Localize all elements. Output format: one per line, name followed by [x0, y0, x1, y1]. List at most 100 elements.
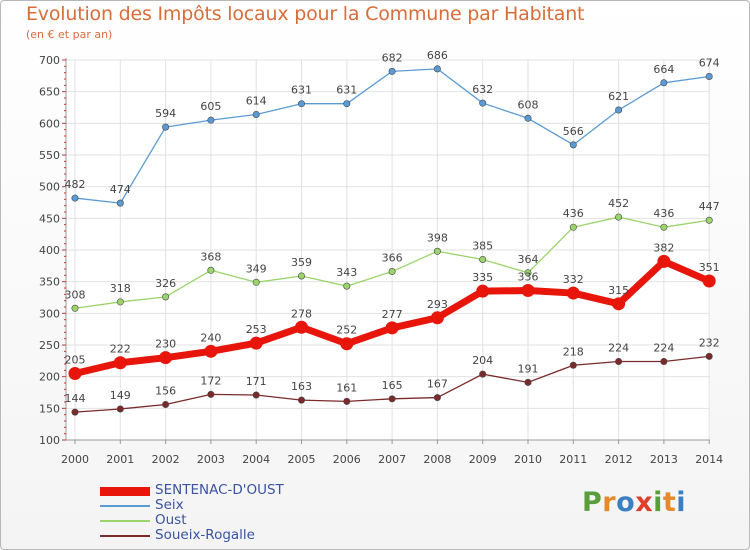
data-point-sentenac-d-oust — [204, 344, 218, 358]
x-tick-label: 2002 — [152, 453, 180, 466]
chart-title: Evolution des Impôts locaux pour la Comm… — [26, 3, 585, 25]
data-point-sentenac-d-oust — [702, 274, 716, 288]
x-tick-label: 2012 — [605, 453, 633, 466]
legend-swatch — [100, 520, 150, 522]
data-label-soueix-rogalle: 161 — [336, 381, 357, 394]
data-point-sentenac-d-oust — [430, 311, 444, 325]
data-label-sentenac-d-oust: 336 — [518, 271, 539, 284]
data-label-oust: 359 — [291, 256, 312, 269]
data-point-oust — [116, 298, 124, 306]
proxiti-logo: Proxiti — [582, 487, 686, 518]
data-label-sentenac-d-oust: 335 — [472, 271, 493, 284]
data-point-seix — [479, 99, 487, 107]
data-point-soueix-rogalle — [207, 390, 215, 398]
x-tick-label: 2000 — [61, 453, 89, 466]
y-tick-label: 550 — [39, 149, 60, 162]
legend-label: Seix — [155, 497, 184, 513]
data-point-seix — [569, 141, 577, 149]
data-point-soueix-rogalle — [433, 394, 441, 402]
data-label-seix: 566 — [563, 125, 584, 138]
data-point-oust — [162, 293, 170, 301]
data-label-soueix-rogalle: 144 — [65, 392, 86, 405]
data-label-soueix-rogalle: 191 — [518, 362, 539, 375]
y-tick-label: 400 — [39, 244, 60, 257]
data-point-sentenac-d-oust — [612, 297, 626, 311]
data-point-soueix-rogalle — [524, 378, 532, 386]
data-point-soueix-rogalle — [615, 357, 623, 365]
data-point-oust — [615, 213, 623, 221]
data-label-oust: 326 — [155, 277, 176, 290]
data-label-sentenac-d-oust: 315 — [608, 284, 629, 297]
data-point-oust — [388, 268, 396, 276]
x-tick-label: 2009 — [469, 453, 497, 466]
logo-letter: t — [662, 487, 677, 518]
data-label-sentenac-d-oust: 382 — [653, 241, 674, 254]
x-tick-label: 2006 — [333, 453, 361, 466]
data-point-seix — [705, 72, 713, 80]
legend-swatch — [100, 505, 150, 507]
data-label-soueix-rogalle: 224 — [608, 341, 629, 354]
data-point-oust — [433, 247, 441, 255]
y-tick-label: 300 — [39, 307, 60, 320]
data-label-oust: 385 — [472, 240, 493, 253]
data-point-soueix-rogalle — [660, 357, 668, 365]
data-label-soueix-rogalle: 163 — [291, 380, 312, 393]
data-label-seix: 482 — [65, 178, 86, 191]
y-tick-label: 500 — [39, 181, 60, 194]
data-point-sentenac-d-oust — [249, 336, 263, 350]
data-label-oust: 447 — [699, 200, 720, 213]
x-tick-label: 2014 — [695, 453, 723, 466]
data-label-sentenac-d-oust: 351 — [699, 261, 720, 274]
data-label-oust: 436 — [653, 207, 674, 220]
data-point-sentenac-d-oust — [113, 356, 127, 370]
data-label-sentenac-d-oust: 253 — [246, 323, 267, 336]
data-point-soueix-rogalle — [116, 405, 124, 413]
legend-swatch — [100, 535, 150, 537]
data-point-sentenac-d-oust — [295, 320, 308, 334]
data-point-oust — [524, 269, 532, 277]
data-label-sentenac-d-oust: 240 — [200, 331, 221, 344]
data-label-seix: 621 — [608, 90, 629, 103]
y-tick-label: 600 — [39, 117, 60, 130]
data-label-soueix-rogalle: 232 — [699, 336, 720, 349]
data-point-soueix-rogalle — [252, 391, 260, 399]
data-label-seix: 674 — [699, 56, 720, 69]
data-point-sentenac-d-oust — [68, 367, 82, 380]
data-point-soueix-rogalle — [343, 397, 351, 405]
data-label-soueix-rogalle: 156 — [155, 385, 176, 398]
data-point-seix — [116, 199, 124, 207]
y-tick-label: 650 — [39, 86, 60, 99]
x-tick-label: 2005 — [288, 453, 316, 466]
data-point-oust — [705, 216, 713, 224]
data-label-oust: 368 — [200, 250, 221, 263]
x-tick-label: 2011 — [559, 453, 587, 466]
y-tick-label: 450 — [39, 212, 60, 225]
data-label-soueix-rogalle: 171 — [246, 375, 267, 388]
data-point-seix — [524, 114, 532, 122]
data-point-seix — [615, 106, 623, 114]
data-point-soueix-rogalle — [705, 352, 713, 360]
x-tick-label: 2004 — [242, 453, 270, 466]
data-label-seix: 682 — [382, 51, 403, 64]
data-label-seix: 632 — [472, 83, 493, 96]
data-point-soueix-rogalle — [297, 396, 305, 404]
x-tick-label: 2001 — [106, 453, 134, 466]
y-tick-label: 150 — [39, 402, 60, 415]
legend-label: Oust — [155, 512, 187, 528]
data-label-soueix-rogalle: 218 — [563, 345, 584, 358]
data-label-seix: 631 — [291, 84, 312, 97]
data-label-soueix-rogalle: 165 — [382, 379, 403, 392]
logo-letter: P — [582, 487, 603, 518]
data-label-oust: 436 — [563, 207, 584, 220]
data-point-sentenac-d-oust — [476, 284, 490, 298]
data-label-oust: 349 — [246, 262, 267, 275]
data-point-seix — [71, 194, 79, 202]
data-label-seix: 605 — [200, 100, 221, 113]
chart-subtitle: (en € et par an) — [26, 28, 113, 41]
data-label-soueix-rogalle: 224 — [653, 341, 674, 354]
data-point-oust — [569, 223, 577, 231]
data-label-seix: 631 — [336, 84, 357, 97]
y-tick-label: 250 — [39, 339, 60, 352]
data-point-seix — [388, 67, 396, 75]
